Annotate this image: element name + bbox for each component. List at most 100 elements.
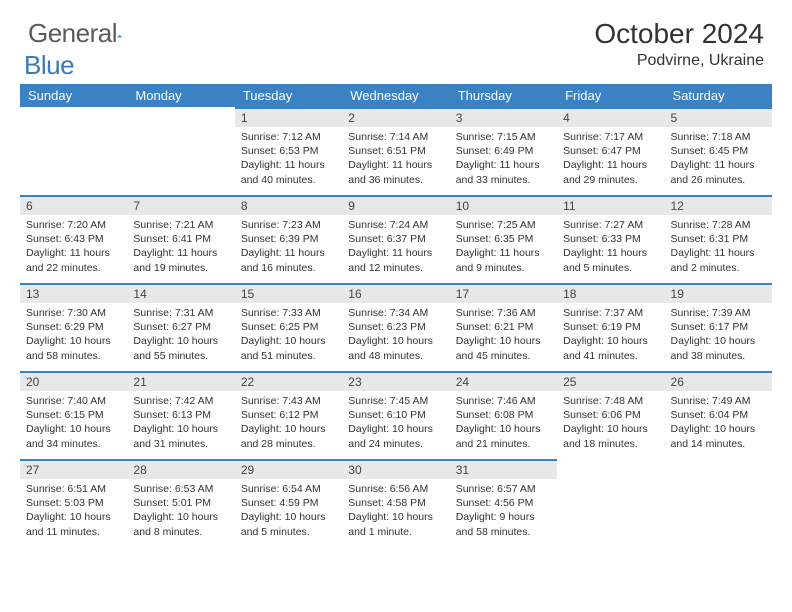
day-line: Daylight: 9 hours: [456, 510, 551, 524]
day-number: [127, 107, 234, 113]
calendar-cell: 3Sunrise: 7:15 AMSunset: 6:49 PMDaylight…: [450, 107, 557, 195]
day-body: Sunrise: 7:17 AMSunset: 6:47 PMDaylight:…: [557, 127, 664, 191]
day-line: Daylight: 11 hours: [456, 246, 551, 260]
day-line: Daylight: 11 hours: [563, 158, 658, 172]
day-line: and 28 minutes.: [241, 437, 336, 451]
day-line: Daylight: 10 hours: [563, 334, 658, 348]
day-line: Daylight: 10 hours: [348, 422, 443, 436]
day-line: Sunrise: 7:15 AM: [456, 130, 551, 144]
day-line: Sunrise: 7:31 AM: [133, 306, 228, 320]
day-line: Sunrise: 7:46 AM: [456, 394, 551, 408]
day-line: and 34 minutes.: [26, 437, 121, 451]
day-line: Sunset: 6:23 PM: [348, 320, 443, 334]
weekday-header: Monday: [127, 84, 234, 107]
day-body: Sunrise: 7:37 AMSunset: 6:19 PMDaylight:…: [557, 303, 664, 367]
day-line: and 12 minutes.: [348, 261, 443, 275]
day-body: Sunrise: 7:39 AMSunset: 6:17 PMDaylight:…: [665, 303, 772, 367]
day-body: Sunrise: 7:40 AMSunset: 6:15 PMDaylight:…: [20, 391, 127, 455]
day-line: Daylight: 10 hours: [348, 334, 443, 348]
calendar-cell: 27Sunrise: 6:51 AMSunset: 5:03 PMDayligh…: [20, 459, 127, 547]
day-body: Sunrise: 7:31 AMSunset: 6:27 PMDaylight:…: [127, 303, 234, 367]
day-line: and 22 minutes.: [26, 261, 121, 275]
day-number: 17: [450, 283, 557, 303]
weekday-header: Friday: [557, 84, 664, 107]
day-line: Sunset: 6:29 PM: [26, 320, 121, 334]
weekday-header: Thursday: [450, 84, 557, 107]
day-line: and 5 minutes.: [241, 525, 336, 539]
day-body: Sunrise: 7:34 AMSunset: 6:23 PMDaylight:…: [342, 303, 449, 367]
day-line: Sunrise: 7:12 AM: [241, 130, 336, 144]
day-line: Sunset: 6:04 PM: [671, 408, 766, 422]
calendar-table: Sunday Monday Tuesday Wednesday Thursday…: [20, 84, 772, 547]
day-line: and 45 minutes.: [456, 349, 551, 363]
day-line: Daylight: 10 hours: [241, 510, 336, 524]
day-line: Sunrise: 7:30 AM: [26, 306, 121, 320]
day-line: and 36 minutes.: [348, 173, 443, 187]
day-line: Daylight: 10 hours: [563, 422, 658, 436]
day-body: Sunrise: 7:25 AMSunset: 6:35 PMDaylight:…: [450, 215, 557, 279]
day-body: Sunrise: 7:45 AMSunset: 6:10 PMDaylight:…: [342, 391, 449, 455]
day-line: Sunset: 6:51 PM: [348, 144, 443, 158]
calendar-cell: 22Sunrise: 7:43 AMSunset: 6:12 PMDayligh…: [235, 371, 342, 459]
day-number: 16: [342, 283, 449, 303]
day-body: Sunrise: 7:28 AMSunset: 6:31 PMDaylight:…: [665, 215, 772, 279]
day-line: Sunrise: 7:25 AM: [456, 218, 551, 232]
day-number: 19: [665, 283, 772, 303]
calendar-cell: [557, 459, 664, 547]
calendar-cell: 7Sunrise: 7:21 AMSunset: 6:41 PMDaylight…: [127, 195, 234, 283]
day-line: Sunset: 6:21 PM: [456, 320, 551, 334]
calendar-cell: [665, 459, 772, 547]
day-body: Sunrise: 7:21 AMSunset: 6:41 PMDaylight:…: [127, 215, 234, 279]
weekday-header: Wednesday: [342, 84, 449, 107]
day-line: Sunrise: 6:54 AM: [241, 482, 336, 496]
day-body: Sunrise: 6:51 AMSunset: 5:03 PMDaylight:…: [20, 479, 127, 543]
day-line: and 21 minutes.: [456, 437, 551, 451]
calendar-cell: 26Sunrise: 7:49 AMSunset: 6:04 PMDayligh…: [665, 371, 772, 459]
calendar-cell: [20, 107, 127, 195]
day-number: 18: [557, 283, 664, 303]
day-line: Sunset: 6:25 PM: [241, 320, 336, 334]
day-line: Sunrise: 7:24 AM: [348, 218, 443, 232]
day-number: 21: [127, 371, 234, 391]
day-number: [557, 459, 664, 465]
calendar-cell: 8Sunrise: 7:23 AMSunset: 6:39 PMDaylight…: [235, 195, 342, 283]
day-line: and 16 minutes.: [241, 261, 336, 275]
day-body: Sunrise: 7:48 AMSunset: 6:06 PMDaylight:…: [557, 391, 664, 455]
day-line: and 14 minutes.: [671, 437, 766, 451]
page-title: October 2024: [594, 18, 764, 50]
day-number: 15: [235, 283, 342, 303]
day-line: Sunrise: 7:45 AM: [348, 394, 443, 408]
day-line: and 58 minutes.: [26, 349, 121, 363]
day-line: and 18 minutes.: [563, 437, 658, 451]
day-number: 26: [665, 371, 772, 391]
day-line: and 48 minutes.: [348, 349, 443, 363]
day-number: 3: [450, 107, 557, 127]
calendar-cell: 16Sunrise: 7:34 AMSunset: 6:23 PMDayligh…: [342, 283, 449, 371]
calendar-cell: 5Sunrise: 7:18 AMSunset: 6:45 PMDaylight…: [665, 107, 772, 195]
calendar-week: 1Sunrise: 7:12 AMSunset: 6:53 PMDaylight…: [20, 107, 772, 195]
day-line: Daylight: 10 hours: [241, 422, 336, 436]
day-body: Sunrise: 6:53 AMSunset: 5:01 PMDaylight:…: [127, 479, 234, 543]
day-number: 23: [342, 371, 449, 391]
calendar-cell: 21Sunrise: 7:42 AMSunset: 6:13 PMDayligh…: [127, 371, 234, 459]
day-line: Sunrise: 7:23 AM: [241, 218, 336, 232]
day-line: Sunrise: 7:18 AM: [671, 130, 766, 144]
day-line: and 24 minutes.: [348, 437, 443, 451]
day-body: Sunrise: 7:42 AMSunset: 6:13 PMDaylight:…: [127, 391, 234, 455]
day-number: 5: [665, 107, 772, 127]
calendar-cell: 9Sunrise: 7:24 AMSunset: 6:37 PMDaylight…: [342, 195, 449, 283]
day-number: 6: [20, 195, 127, 215]
day-body: Sunrise: 7:36 AMSunset: 6:21 PMDaylight:…: [450, 303, 557, 367]
day-body: Sunrise: 7:14 AMSunset: 6:51 PMDaylight:…: [342, 127, 449, 191]
day-line: Sunset: 5:01 PM: [133, 496, 228, 510]
brand-sub-wrap: Blue: [28, 50, 74, 81]
day-line: Daylight: 10 hours: [26, 510, 121, 524]
title-block: October 2024 Podvirne, Ukraine: [594, 18, 764, 70]
calendar-week: 27Sunrise: 6:51 AMSunset: 5:03 PMDayligh…: [20, 459, 772, 547]
day-line: Sunset: 4:56 PM: [456, 496, 551, 510]
calendar-week: 20Sunrise: 7:40 AMSunset: 6:15 PMDayligh…: [20, 371, 772, 459]
day-line: Sunset: 6:31 PM: [671, 232, 766, 246]
day-line: Sunset: 6:27 PM: [133, 320, 228, 334]
day-line: Sunset: 6:10 PM: [348, 408, 443, 422]
day-line: and 29 minutes.: [563, 173, 658, 187]
